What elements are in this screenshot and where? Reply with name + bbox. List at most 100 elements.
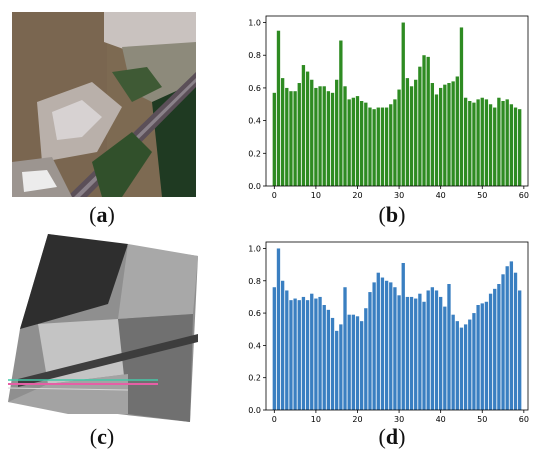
- bar-30: [397, 295, 401, 410]
- bar-50: [480, 303, 484, 410]
- bar-19: [351, 314, 355, 410]
- bar-12: [322, 86, 326, 186]
- y-tick-label-3: 0.6: [248, 84, 261, 93]
- bar-35: [418, 293, 422, 410]
- bar-29: [393, 287, 397, 410]
- bar-47: [468, 101, 472, 186]
- bar-6: [297, 83, 301, 186]
- chart-b-green-histogram: 0.0 0.2 0.4 0.6 0.8 1.0 0 10 20 30 40 50 60: [248, 15, 529, 200]
- bar-43: [451, 81, 455, 186]
- bar-54: [497, 97, 501, 186]
- bar-47: [468, 319, 472, 410]
- bar-18: [347, 314, 351, 410]
- x-tick-label-3: 30: [394, 191, 404, 200]
- bar-56: [505, 266, 509, 410]
- satellite-optical-image: [12, 12, 196, 197]
- bar-31: [401, 263, 405, 410]
- bar-52: [488, 104, 493, 186]
- bar-0: [272, 92, 276, 186]
- bar-19: [351, 97, 355, 186]
- bar-17: [343, 287, 347, 410]
- bar-46: [463, 324, 468, 410]
- x-tick-label-5: 50: [477, 415, 487, 424]
- bar-44: [455, 321, 459, 410]
- bar-26: [380, 107, 385, 186]
- x-tick-label-4: 40: [436, 415, 446, 424]
- bar-41: [443, 84, 447, 186]
- bar-48: [472, 102, 476, 186]
- bar-45: [459, 27, 464, 187]
- bar-51: [484, 99, 489, 186]
- bar-39: [434, 290, 439, 410]
- bar-27: [384, 280, 389, 410]
- bar-15: [335, 330, 339, 410]
- x-tick-label-2: 20: [352, 191, 362, 200]
- bar-10: [314, 87, 318, 186]
- bar-14: [330, 92, 335, 186]
- bar-59: [518, 109, 522, 186]
- bar-23: [368, 107, 372, 186]
- bar-25: [376, 272, 380, 410]
- bar-42: [447, 83, 451, 186]
- bar-14: [330, 317, 335, 410]
- caption-d: (d): [378, 424, 406, 449]
- bar-46: [463, 97, 468, 186]
- bar-29: [393, 99, 397, 186]
- bar-58: [513, 107, 518, 186]
- bar-38: [430, 83, 435, 186]
- bar-17: [343, 86, 347, 186]
- bar-7: [301, 65, 306, 186]
- bar-20: [355, 316, 360, 410]
- bar-38: [430, 287, 435, 410]
- bar-9: [310, 293, 314, 410]
- bar-39: [434, 94, 439, 186]
- bar-33: [409, 296, 414, 410]
- x-tick-label-6: 60: [519, 415, 529, 424]
- bar-40: [439, 87, 443, 186]
- x-tick-label-0: 0: [272, 191, 277, 200]
- y-tick-label-2: 0.4: [248, 341, 261, 350]
- bar-21: [359, 101, 364, 186]
- bar-26: [380, 277, 385, 410]
- bar-37: [426, 56, 430, 186]
- bar-37: [426, 290, 430, 410]
- bar-9: [310, 79, 314, 186]
- y-tick-label-4: 0.8: [248, 277, 261, 286]
- bar-18: [347, 99, 351, 186]
- bar-20: [355, 96, 360, 186]
- bar-41: [443, 306, 447, 410]
- caption-a: (a): [89, 202, 115, 227]
- sar-grayscale-image: [8, 234, 198, 422]
- bar-54: [497, 284, 501, 410]
- bar-2: [280, 78, 285, 186]
- bar-53: [493, 107, 497, 186]
- bar-44: [455, 76, 459, 186]
- bar-12: [322, 305, 326, 410]
- bar-24: [372, 109, 376, 186]
- bar-15: [335, 79, 339, 186]
- bar-36: [422, 301, 426, 410]
- bar-8: [305, 300, 310, 410]
- bar-53: [493, 288, 497, 410]
- bar-43: [451, 314, 455, 410]
- bar-1: [276, 248, 281, 410]
- y-tick-label-2: 0.4: [248, 117, 261, 126]
- bar-28: [389, 104, 393, 186]
- x-tick-label-3: 30: [394, 415, 404, 424]
- bar-13: [326, 309, 331, 410]
- x-tick-label-6: 60: [519, 191, 529, 200]
- bar-55: [501, 101, 505, 186]
- bar-11: [318, 296, 322, 410]
- bar-56: [505, 99, 509, 186]
- bar-49: [476, 99, 480, 186]
- bar-49: [476, 305, 480, 410]
- plot-frame: [265, 241, 529, 411]
- y-tick-label-0: 0.0: [248, 182, 261, 191]
- bar-8: [305, 71, 310, 186]
- bar-2: [280, 280, 285, 410]
- bar-31: [401, 22, 405, 186]
- bar-40: [439, 296, 443, 410]
- bar-57: [509, 261, 514, 410]
- bar-16: [339, 324, 343, 410]
- bar-33: [409, 86, 414, 186]
